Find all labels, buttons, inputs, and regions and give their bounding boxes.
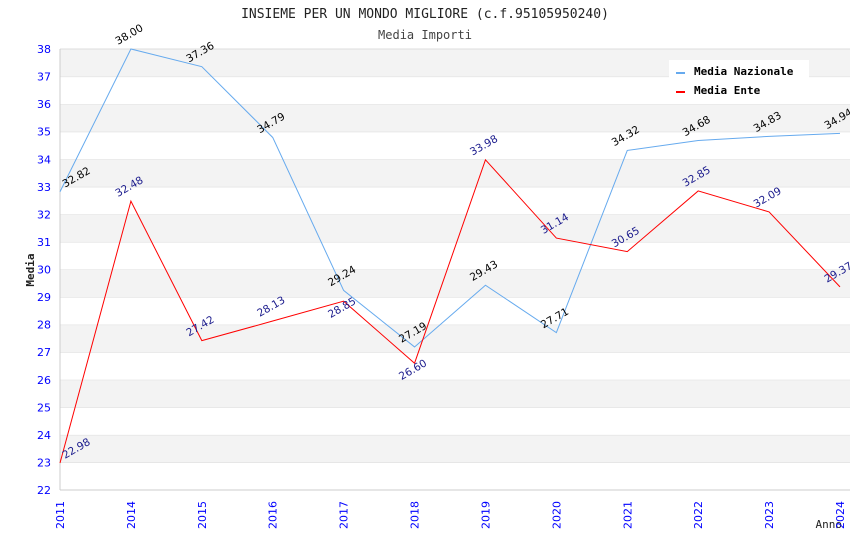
- x-tick-label: 2019: [479, 501, 492, 529]
- legend-label-ente: Media Ente: [694, 84, 761, 97]
- data-label: 38.00: [113, 22, 145, 47]
- y-tick-label: 36: [37, 98, 51, 111]
- grid-band: [60, 159, 850, 187]
- y-tick-label: 31: [37, 236, 51, 249]
- y-tick-label: 34: [37, 153, 51, 166]
- y-tick-label: 37: [37, 71, 51, 84]
- grid-band: [60, 324, 850, 353]
- y-tick-label: 27: [37, 346, 51, 359]
- grid-band: [60, 186, 850, 215]
- y-axis-label: Media: [24, 253, 37, 286]
- legend-label-nazionale: Media Nazionale: [694, 65, 794, 78]
- grid-band: [60, 407, 850, 435]
- x-tick-label: 2011: [54, 501, 67, 529]
- x-tick-label: 2024: [834, 501, 847, 529]
- y-tick-label: 29: [37, 291, 51, 304]
- y-tick-label: 24: [37, 429, 51, 442]
- legend-swatch-nazionale: [676, 72, 685, 74]
- x-tick-label: 2014: [125, 501, 138, 529]
- y-tick-label: 38: [37, 43, 51, 56]
- y-tick-label: 26: [37, 374, 51, 387]
- x-axis-label: Anno: [816, 518, 843, 531]
- grid-band: [60, 434, 850, 463]
- grid-band: [60, 297, 850, 325]
- x-tick-label: 2016: [267, 501, 280, 529]
- grid-band: [60, 269, 850, 298]
- x-tick-label: 2022: [692, 501, 705, 529]
- x-tick-label: 2023: [763, 501, 776, 529]
- grid-band: [60, 379, 850, 408]
- grid-band: [60, 131, 850, 160]
- grid-band: [60, 462, 850, 490]
- y-tick-label: 28: [37, 319, 51, 332]
- y-tick-label: 32: [37, 208, 51, 221]
- x-tick-label: 2018: [409, 501, 422, 529]
- chart-subtitle: Media Importi: [378, 28, 472, 42]
- grid-band: [60, 352, 850, 380]
- y-tick-label: 35: [37, 126, 51, 139]
- legend-swatch-ente: [676, 91, 685, 93]
- y-tick-label: 25: [37, 401, 51, 414]
- y-tick-label: 30: [37, 264, 51, 277]
- x-tick-label: 2017: [338, 501, 351, 529]
- y-tick-label: 33: [37, 181, 51, 194]
- series-line-nazionale: [59, 48, 841, 348]
- series-line-ente: [59, 158, 841, 464]
- x-tick-label: 2021: [621, 501, 634, 529]
- legend: Media Nazionale Media Ente: [669, 60, 809, 102]
- chart-title: INSIEME PER UN MONDO MIGLIORE (c.f.95105…: [241, 7, 609, 22]
- y-tick-label: 23: [37, 456, 51, 469]
- y-tick-label: 22: [37, 484, 51, 497]
- grid-band: [60, 104, 850, 132]
- grid-band: [60, 214, 850, 242]
- x-tick-label: 2020: [550, 501, 563, 529]
- x-tick-label: 2015: [196, 501, 209, 529]
